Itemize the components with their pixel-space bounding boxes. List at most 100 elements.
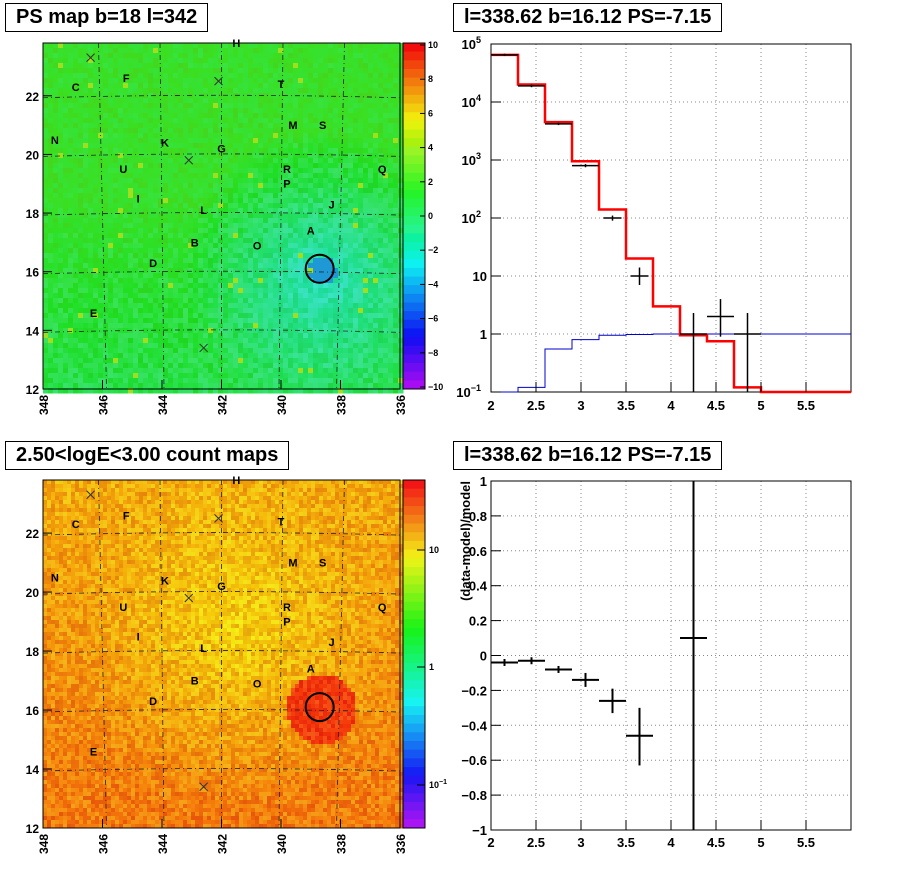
map-pixel — [318, 123, 324, 129]
map-pixel — [218, 283, 224, 289]
map-pixel — [153, 363, 159, 369]
map-pixel — [303, 73, 309, 79]
map-pixel — [203, 328, 209, 334]
map-pixel — [388, 103, 394, 109]
map-pixel — [383, 288, 389, 294]
map-pixel — [378, 108, 384, 114]
map-pixel — [153, 58, 159, 64]
map-pixel — [73, 293, 79, 299]
map-pixel — [278, 48, 284, 54]
map-pixel — [393, 53, 399, 59]
map-pixel — [298, 113, 304, 119]
map-pixel — [238, 383, 244, 389]
map-pixel — [58, 108, 64, 114]
map-pixel — [253, 73, 259, 79]
map-pixel — [253, 258, 259, 264]
map-pixel — [323, 298, 329, 304]
map-pixel — [293, 178, 299, 184]
map-pixel — [63, 303, 69, 309]
map-pixel — [303, 193, 309, 199]
map-pixel — [263, 98, 269, 104]
map-pixel — [78, 148, 84, 154]
map-pixel — [163, 153, 169, 159]
map-pixel — [118, 278, 124, 284]
map-pixel — [308, 373, 314, 379]
map-pixel — [93, 73, 99, 79]
map-pixel — [98, 358, 104, 364]
map-pixel — [93, 133, 99, 139]
map-pixel — [93, 183, 99, 189]
map-pixel — [178, 378, 184, 384]
map-pixel — [148, 143, 154, 149]
map-pixel — [43, 173, 49, 179]
map-pixel — [268, 48, 274, 54]
map-pixel — [178, 263, 184, 269]
map-pixel — [288, 203, 294, 209]
map-pixel — [158, 273, 164, 279]
map-pixel — [153, 183, 159, 189]
map-pixel — [193, 158, 199, 164]
map-pixel — [343, 88, 349, 94]
map-pixel — [378, 218, 384, 224]
map-pixel — [258, 363, 264, 369]
map-pixel — [313, 263, 319, 269]
map-pixel — [193, 373, 199, 379]
map-pixel — [63, 223, 69, 229]
map-pixel — [348, 378, 354, 384]
map-pixel — [138, 203, 144, 209]
map-pixel — [173, 78, 179, 84]
map-pixel — [348, 53, 354, 59]
map-pixel — [243, 223, 249, 229]
map-pixel — [368, 98, 374, 104]
map-pixel — [388, 383, 394, 389]
map-pixel — [213, 103, 219, 109]
map-pixel — [323, 213, 329, 219]
map-pixel — [198, 228, 204, 234]
map-pixel — [358, 138, 364, 144]
map-pixel — [98, 308, 104, 314]
map-pixel — [318, 128, 324, 134]
map-pixel — [88, 358, 94, 364]
map-pixel — [318, 203, 324, 209]
map-pixel — [298, 253, 304, 259]
map-pixel — [103, 53, 109, 59]
map-pixel — [183, 208, 189, 214]
map-pixel — [88, 123, 94, 129]
map-pixel — [268, 268, 274, 274]
map-pixel — [228, 378, 234, 384]
map-pixel — [368, 198, 374, 204]
map-pixel — [48, 218, 54, 224]
map-pixel — [183, 128, 189, 134]
map-pixel — [103, 128, 109, 134]
map-pixel — [183, 143, 189, 149]
map-pixel — [163, 303, 169, 309]
map-pixel — [238, 273, 244, 279]
map-pixel — [258, 223, 264, 229]
map-pixel — [338, 258, 344, 264]
map-pixel — [58, 153, 64, 159]
map-pixel — [183, 233, 189, 239]
map-pixel — [163, 108, 169, 114]
map-pixel — [73, 83, 79, 89]
map-pixel — [173, 283, 179, 289]
map-pixel — [293, 233, 299, 239]
map-pixel — [113, 148, 119, 154]
map-pixel — [398, 343, 404, 349]
map-pixel — [53, 108, 59, 114]
map-pixel — [393, 78, 399, 84]
map-pixel — [228, 128, 234, 134]
map-pixel — [173, 293, 179, 299]
map-pixel — [263, 138, 269, 144]
map-pixel — [153, 83, 159, 89]
map-pixel — [218, 263, 224, 269]
map-pixel — [333, 273, 339, 279]
map-pixel — [128, 318, 134, 324]
map-pixel — [248, 118, 254, 124]
map-pixel — [323, 363, 329, 369]
map-pixel — [218, 168, 224, 174]
map-pixel — [73, 53, 79, 59]
map-pixel — [293, 328, 299, 334]
map-pixel — [263, 58, 269, 64]
map-pixel — [163, 43, 169, 49]
map-pixel — [363, 303, 369, 309]
